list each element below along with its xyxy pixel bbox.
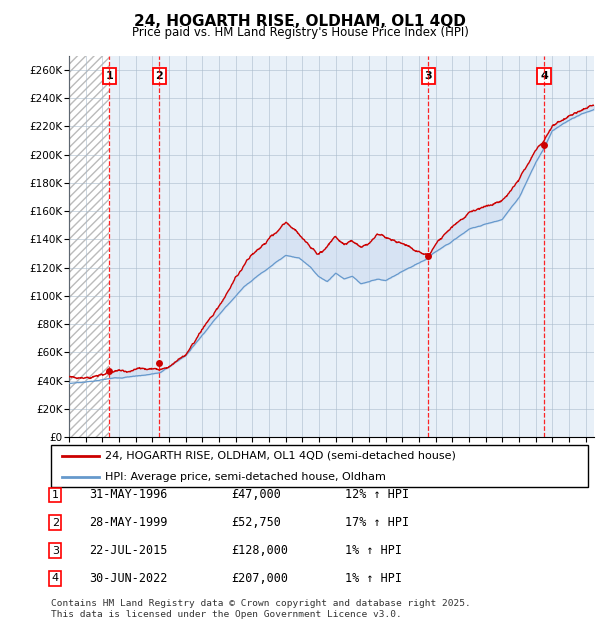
Text: Price paid vs. HM Land Registry's House Price Index (HPI): Price paid vs. HM Land Registry's House … — [131, 26, 469, 39]
Text: 12% ↑ HPI: 12% ↑ HPI — [345, 489, 409, 501]
Text: 1: 1 — [52, 490, 59, 500]
Text: £52,750: £52,750 — [231, 516, 281, 529]
Text: 17% ↑ HPI: 17% ↑ HPI — [345, 516, 409, 529]
Text: 2: 2 — [52, 518, 59, 528]
Text: Contains HM Land Registry data © Crown copyright and database right 2025.
This d: Contains HM Land Registry data © Crown c… — [51, 600, 471, 619]
Text: 24, HOGARTH RISE, OLDHAM, OL1 4QD: 24, HOGARTH RISE, OLDHAM, OL1 4QD — [134, 14, 466, 29]
Bar — [69, 56, 109, 437]
Text: £128,000: £128,000 — [231, 544, 288, 557]
Text: 31-MAY-1996: 31-MAY-1996 — [89, 489, 167, 501]
Text: 28-MAY-1999: 28-MAY-1999 — [89, 516, 167, 529]
Text: £207,000: £207,000 — [231, 572, 288, 585]
Bar — [69, 56, 109, 437]
Text: 4: 4 — [52, 574, 59, 583]
Text: HPI: Average price, semi-detached house, Oldham: HPI: Average price, semi-detached house,… — [105, 472, 386, 482]
Text: 1: 1 — [106, 71, 113, 81]
Text: 30-JUN-2022: 30-JUN-2022 — [89, 572, 167, 585]
Text: 24, HOGARTH RISE, OLDHAM, OL1 4QD (semi-detached house): 24, HOGARTH RISE, OLDHAM, OL1 4QD (semi-… — [105, 451, 455, 461]
Text: 3: 3 — [424, 71, 432, 81]
Text: 4: 4 — [540, 71, 548, 81]
Text: 1% ↑ HPI: 1% ↑ HPI — [345, 572, 402, 585]
Text: £47,000: £47,000 — [231, 489, 281, 501]
Text: 1% ↑ HPI: 1% ↑ HPI — [345, 544, 402, 557]
Text: 3: 3 — [52, 546, 59, 556]
Text: 22-JUL-2015: 22-JUL-2015 — [89, 544, 167, 557]
Text: 2: 2 — [155, 71, 163, 81]
